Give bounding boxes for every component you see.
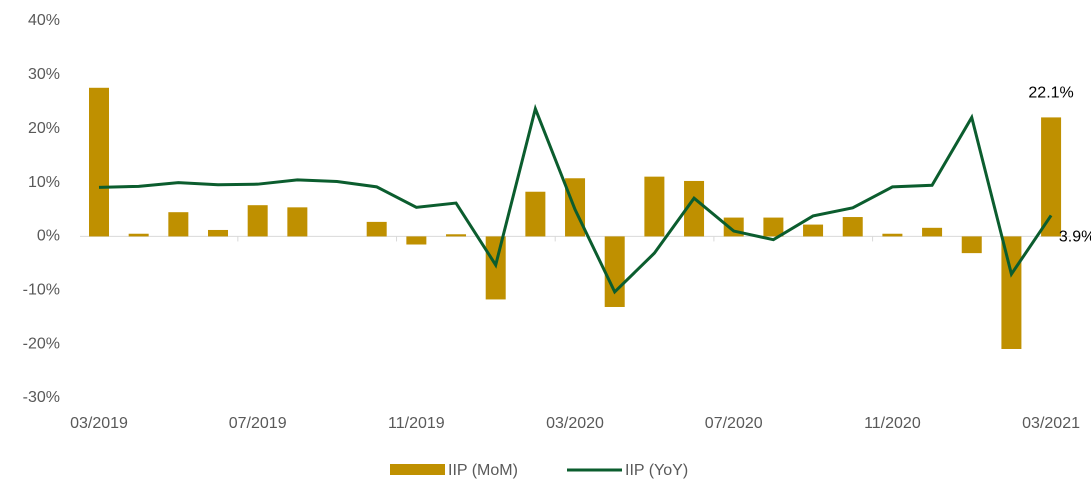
y-tick-label: 10% (28, 174, 60, 191)
x-tick-label: 07/2020 (705, 415, 763, 432)
y-tick-label: 40% (28, 12, 60, 29)
bar (842, 217, 863, 237)
bar (168, 212, 189, 237)
bar (644, 176, 665, 237)
y-tick-label: 20% (28, 120, 60, 137)
y-tick-label: -10% (23, 282, 60, 299)
line (98, 103, 1053, 295)
bar (247, 205, 268, 237)
bar (485, 236, 506, 300)
x-tick-label: 03/2020 (546, 415, 604, 432)
x-tick-label: 11/2019 (388, 415, 445, 432)
x-tick-label: 07/2019 (229, 415, 287, 432)
legend-label: IIP (MoM) (448, 462, 518, 479)
bar (89, 87, 109, 237)
bar (1041, 117, 1062, 237)
bar (763, 217, 784, 237)
bar (803, 224, 824, 237)
bar (287, 207, 308, 237)
bar (604, 236, 625, 307)
x-tick-label: 11/2020 (864, 415, 921, 432)
bar (208, 229, 229, 237)
y-tick-label: -30% (23, 389, 60, 406)
x-tick-label: 03/2019 (70, 415, 128, 432)
legend-label: IIP (YoY) (625, 462, 688, 479)
data-label: 3.9% (1059, 229, 1091, 246)
bar (882, 233, 903, 237)
y-tick-label: 30% (28, 66, 60, 83)
bar (406, 236, 427, 245)
bar (128, 233, 149, 237)
bar (366, 221, 387, 237)
bar (961, 236, 982, 254)
x-tick-label: 03/2021 (1022, 415, 1080, 432)
legend-swatch (390, 464, 445, 475)
bar (922, 227, 943, 237)
bar (525, 191, 546, 237)
bar (1001, 236, 1022, 349)
y-tick-label: -20% (23, 335, 60, 352)
data-label: 22.1% (1028, 85, 1073, 102)
bar (446, 234, 467, 237)
y-tick-label: 0% (37, 228, 60, 245)
bar (684, 180, 705, 237)
